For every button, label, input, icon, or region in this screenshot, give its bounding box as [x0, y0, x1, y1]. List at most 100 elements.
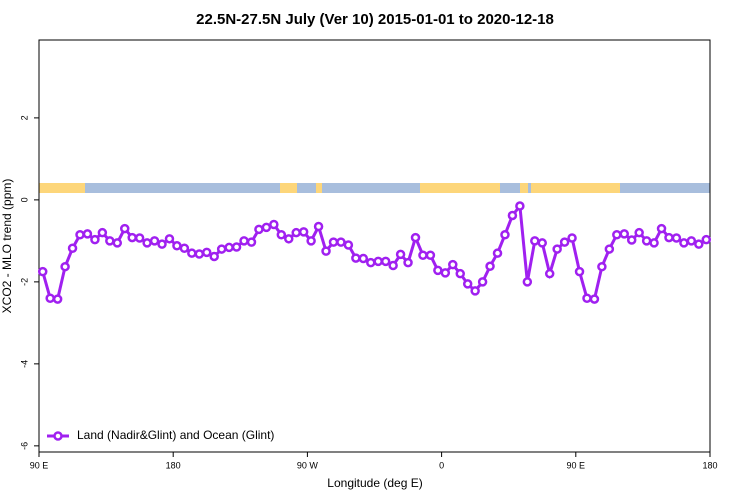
data-point	[328, 237, 339, 247]
data-point	[574, 266, 585, 277]
data-point	[664, 232, 674, 243]
x-axis-label: Longitude (deg E)	[327, 476, 422, 490]
data-point	[485, 261, 495, 272]
data-point	[254, 224, 264, 235]
data-point	[112, 238, 123, 248]
data-point	[75, 229, 85, 240]
data-point	[366, 257, 376, 268]
x-tick-label: 90 E	[567, 460, 586, 470]
data-point	[477, 277, 488, 287]
data-point	[582, 293, 592, 304]
data-point	[209, 251, 219, 262]
data-point	[537, 238, 547, 248]
data-point	[626, 235, 637, 245]
data-point	[97, 227, 108, 238]
data-point	[492, 248, 503, 258]
y-tick-label: 0	[19, 197, 29, 202]
data-point	[351, 253, 361, 263]
data-point	[552, 244, 562, 254]
x-tick-label: 0	[439, 460, 444, 470]
data-point	[284, 234, 294, 244]
data-point	[298, 227, 309, 237]
data-point	[127, 232, 137, 243]
data-point	[470, 286, 480, 296]
x-tick-label: 90 E	[30, 460, 49, 470]
data-point	[261, 222, 272, 233]
data-point	[194, 249, 205, 259]
data-point	[619, 229, 630, 239]
y-tick-label: -6	[19, 442, 29, 450]
data-point	[656, 223, 667, 234]
data-point	[60, 261, 70, 272]
data-point	[269, 219, 279, 230]
data-point	[142, 238, 152, 248]
chart-title: 22.5N-27.5N July (Ver 10) 2015-01-01 to …	[196, 11, 554, 28]
data-point	[224, 242, 234, 253]
data-point	[291, 227, 301, 238]
data-point	[276, 229, 287, 240]
plot-frame	[38, 39, 711, 453]
data-point	[187, 248, 197, 258]
data-point	[82, 229, 93, 239]
data-point	[462, 279, 473, 289]
data-point	[336, 237, 346, 247]
data-point	[216, 244, 227, 254]
data-point	[134, 233, 145, 243]
data-point	[343, 240, 354, 250]
data-point	[313, 221, 324, 232]
data-point	[149, 236, 160, 246]
x-tick-label: 90 W	[297, 460, 319, 470]
data-point	[67, 243, 78, 254]
data-point	[641, 236, 652, 246]
data-point	[45, 293, 55, 304]
data-point	[500, 229, 510, 240]
data-point	[701, 234, 712, 245]
data-point	[440, 268, 451, 278]
data-point	[597, 261, 607, 272]
data-point	[403, 257, 413, 268]
data-point	[433, 265, 443, 276]
legend-marker	[53, 431, 63, 441]
data-point	[410, 232, 421, 243]
y-axis-label: XCO2 - MLO trend (ppm)	[0, 179, 14, 314]
data-point	[179, 243, 190, 254]
data-point	[589, 294, 600, 304]
data-point	[559, 237, 570, 247]
data-point	[388, 260, 398, 271]
data-point	[321, 246, 331, 256]
data-point	[358, 253, 369, 264]
data-point	[373, 256, 383, 267]
y-tick-label: 2	[19, 115, 29, 120]
land-ocean-strip	[39, 183, 710, 193]
data-point	[172, 241, 182, 251]
data-point	[515, 201, 525, 211]
x-tick-label: 180	[702, 460, 717, 470]
data-point	[119, 223, 130, 234]
data-point	[679, 238, 689, 248]
data-point	[202, 247, 212, 258]
data-point	[418, 250, 428, 260]
data-point	[105, 236, 115, 246]
data-point	[530, 236, 540, 246]
y-tick-label: -4	[19, 360, 29, 368]
data-point	[246, 237, 257, 247]
data-point	[164, 234, 175, 244]
y-tick-label: -2	[19, 278, 29, 286]
data-point	[612, 229, 622, 240]
data-point	[544, 268, 555, 279]
data-point	[567, 233, 577, 243]
data-point	[694, 239, 704, 249]
data-point	[37, 266, 48, 277]
data-point	[448, 259, 458, 270]
data-point	[455, 268, 465, 279]
data-point	[425, 250, 436, 260]
data-point	[52, 294, 63, 304]
data-point	[157, 239, 167, 249]
legend-label: Land (Nadir&Glint) and Ocean (Glint)	[77, 428, 274, 442]
x-tick-label: 180	[166, 460, 181, 470]
data-point	[604, 244, 615, 254]
data-point	[522, 277, 533, 287]
data-point	[395, 249, 406, 260]
data-point	[649, 238, 659, 248]
data-point	[686, 236, 697, 246]
